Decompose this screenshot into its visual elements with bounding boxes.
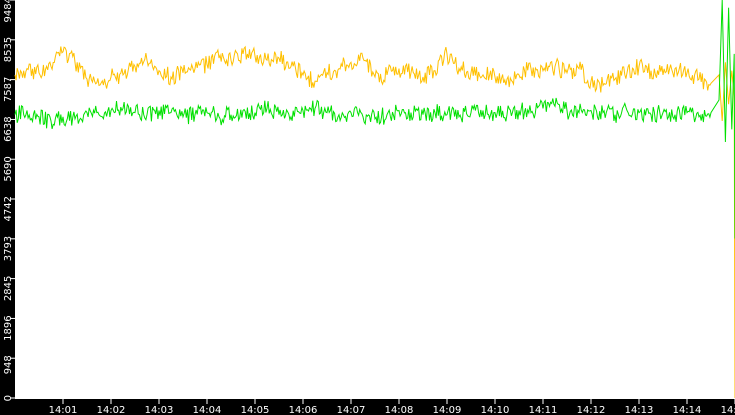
series-group	[14, 0, 735, 399]
x-tick-label: 14:10	[481, 405, 510, 415]
x-tick-label: 14:14	[673, 405, 702, 415]
y-tick-label: 4742	[3, 196, 14, 221]
x-axis: 14:01 14:02 14:03 14:04 14:05 14:06 14:07 14:08…	[49, 399, 735, 415]
y-axis: 0 948 1896 2845 3793 4742 5690 6638 7587 8535 9484	[3, 0, 15, 401]
x-tick-label: 14:03	[145, 405, 174, 415]
series-line-1	[14, 45, 735, 399]
y-tick-label: 2845	[3, 276, 14, 301]
x-tick-label: 14:08	[385, 405, 414, 415]
y-tick-label: 7587	[3, 77, 14, 102]
y-tick-label: 8535	[3, 37, 14, 62]
x-tick-label: 14:05	[241, 405, 270, 415]
x-tick-label: 14:11	[529, 405, 558, 415]
y-tick-label: 1896	[3, 315, 14, 340]
plot-area	[15, 0, 735, 399]
y-tick-label: 5690	[3, 156, 14, 181]
x-tick-label: 14:13	[625, 405, 654, 415]
x-tick-label: 14:02	[97, 405, 126, 415]
y-tick-label: 6638	[3, 116, 14, 141]
series-line-2	[14, 0, 735, 239]
y-tick-label: 9484	[3, 0, 14, 22]
x-tick-label: 14:06	[289, 405, 318, 415]
y-tick-label: 0	[3, 395, 14, 401]
x-tick-label: 14:07	[337, 405, 366, 415]
x-tick-label: 14:01	[49, 405, 78, 415]
y-tick-label: 3793	[3, 236, 14, 261]
x-tick-label: 14:09	[433, 405, 462, 415]
x-tick-label: 14:15	[721, 405, 735, 415]
x-tick-label: 14:12	[577, 405, 606, 415]
y-tick-label: 948	[3, 355, 14, 374]
x-tick-label: 14:04	[193, 405, 222, 415]
